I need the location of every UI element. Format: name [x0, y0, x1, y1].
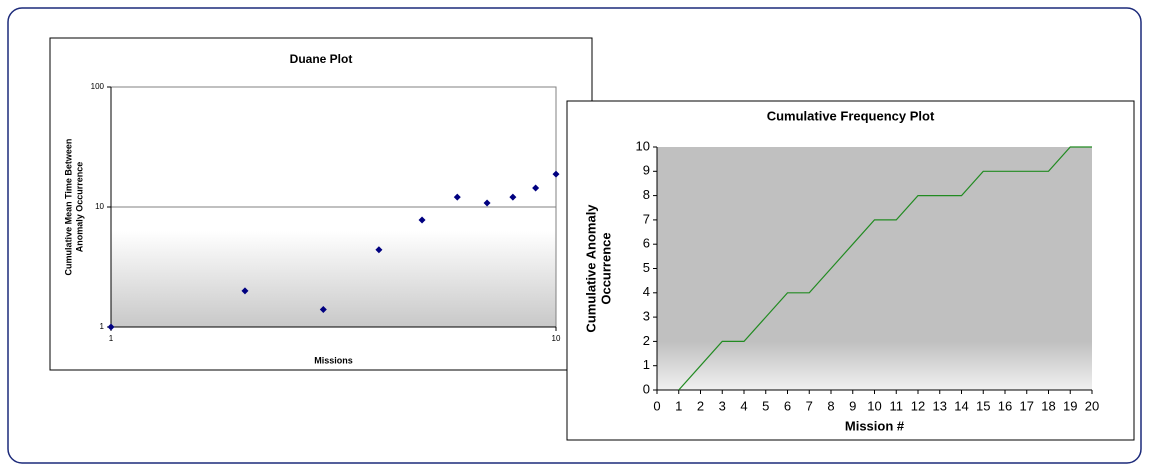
- x-tick-label: 18: [1041, 398, 1055, 413]
- data-point: [453, 193, 461, 201]
- y-tick-label: 3: [643, 309, 650, 324]
- x-tick-label: 8: [827, 398, 834, 413]
- data-point: [241, 287, 249, 295]
- y-tick-label: 9: [643, 163, 650, 178]
- x-tick-label: 7: [806, 398, 813, 413]
- x-tick-label: 4: [740, 398, 747, 413]
- x-tick-label: 9: [849, 398, 856, 413]
- chart-title: Cumulative Frequency Plot: [767, 108, 935, 123]
- x-tick-label: 1: [675, 398, 682, 413]
- y-axis-label: Cumulative Mean Time Between: [63, 139, 73, 276]
- data-point: [532, 184, 540, 192]
- x-tick-label: 1: [109, 334, 114, 343]
- plot-area: [657, 147, 1092, 390]
- x-tick-label: 17: [1020, 398, 1034, 413]
- y-tick-label: 6: [643, 236, 650, 251]
- y-axis-label: Occurrence: [598, 232, 613, 304]
- data-point: [483, 199, 491, 207]
- y-tick-label: 1: [643, 357, 650, 372]
- y-tick-label: 0: [643, 381, 650, 396]
- y-tick-label: 7: [643, 211, 650, 226]
- y-tick-label: 4: [643, 284, 650, 299]
- data-point: [375, 246, 383, 254]
- x-tick-label: 6: [784, 398, 791, 413]
- y-axis-label: Cumulative Anomaly: [583, 204, 598, 333]
- x-tick-label: 10: [867, 398, 881, 413]
- y-tick-label: 1: [100, 322, 105, 331]
- x-tick-label: 5: [762, 398, 769, 413]
- x-tick-label: 12: [911, 398, 925, 413]
- x-tick-label: 13: [933, 398, 947, 413]
- x-tick-label: 19: [1063, 398, 1077, 413]
- x-tick-label: 15: [976, 398, 990, 413]
- x-axis-label: Missions: [314, 355, 353, 365]
- data-point: [319, 305, 327, 313]
- x-tick-label: 20: [1085, 398, 1099, 413]
- chart-title: Duane Plot: [290, 52, 353, 66]
- data-point: [552, 170, 560, 178]
- x-tick-label: 3: [719, 398, 726, 413]
- x-tick-label: 14: [954, 398, 968, 413]
- x-tick-label: 2: [697, 398, 704, 413]
- x-tick-label: 0: [653, 398, 660, 413]
- y-tick-label: 2: [643, 333, 650, 348]
- x-tick-label: 16: [998, 398, 1012, 413]
- y-tick-label: 8: [643, 187, 650, 202]
- data-point: [509, 193, 517, 201]
- x-tick-label: 11: [890, 398, 904, 413]
- data-point: [107, 323, 115, 331]
- y-axis-label: Anomaly Occurrence: [74, 162, 84, 253]
- y-tick-label: 100: [91, 82, 105, 91]
- y-tick-label: 10: [95, 202, 104, 211]
- data-point: [418, 216, 426, 224]
- y-tick-label: 10: [636, 138, 650, 153]
- x-tick-label: 10: [552, 334, 561, 343]
- y-tick-label: 5: [643, 260, 650, 275]
- x-axis-label: Mission #: [845, 418, 905, 433]
- data-line: [678, 146, 1092, 391]
